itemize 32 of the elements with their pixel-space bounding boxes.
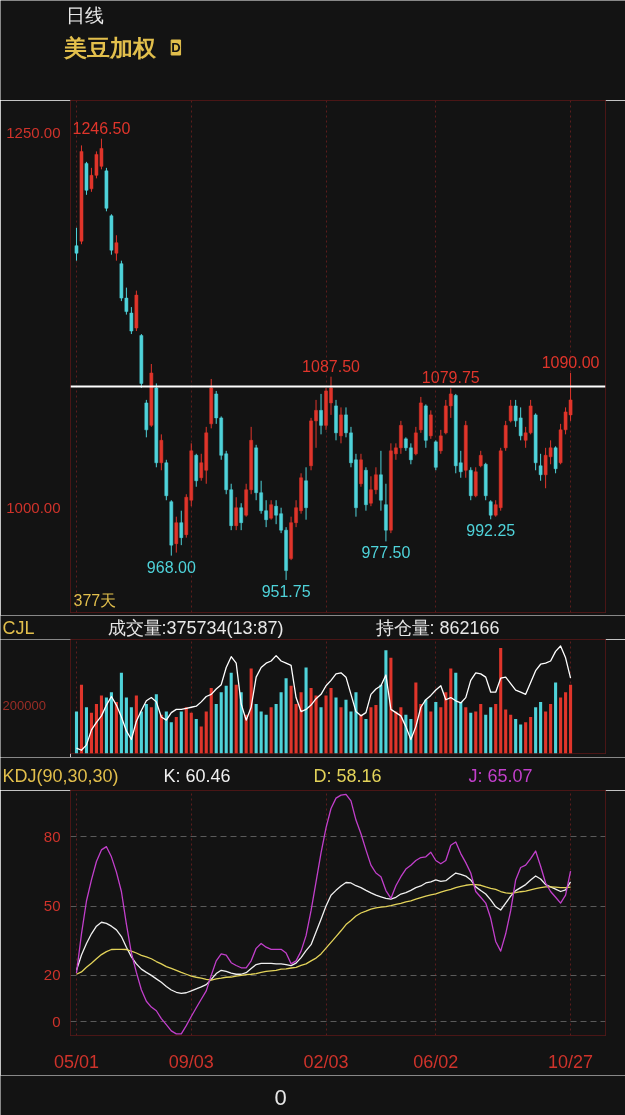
annotation: 968.00 [146,558,196,576]
x-tick-label: 05/01 [53,1051,100,1072]
y-tick-label: 1000.00 [6,498,61,516]
x-tick-label: 09/03 [168,1051,214,1072]
x-tick-label: 02/03 [303,1051,349,1072]
x-tick-label: 10/27 [548,1051,594,1072]
chart-subtitle: 美豆加权 [62,34,157,61]
annotation: 1090.00 [541,353,600,371]
y-tick-label: 50 [43,897,61,915]
chart-title: CJL [2,617,35,638]
x-tick-label: 06/02 [413,1051,459,1072]
text: 成交量:375734(13:87) [107,617,284,638]
annotation: 377天 [73,591,117,609]
y-tick-label: 0 [52,1012,61,1030]
annotation: 977.50 [361,544,411,562]
text: K: 60.46 [163,765,231,786]
text: 200000 [2,698,46,713]
annotation: 992.25 [466,522,516,540]
annotation: 1246.50 [72,119,131,137]
y-tick-label: 80 [43,827,61,845]
text: D: 58.16 [313,765,382,786]
annotation: 951.75 [261,582,311,600]
y-tick-label: 1250.00 [6,124,61,142]
y-tick-label: 20 [43,966,61,984]
text: J: 65.07 [468,765,533,786]
chart-title: KDJ(90,30,30) [2,765,119,786]
chart-title: 日线 [65,5,104,26]
annotation: 1087.50 [302,357,361,375]
text: D [171,40,181,55]
text: 持仓量: 862166 [375,617,500,638]
text: 0 [274,1085,287,1110]
annotation: 1079.75 [421,369,480,387]
